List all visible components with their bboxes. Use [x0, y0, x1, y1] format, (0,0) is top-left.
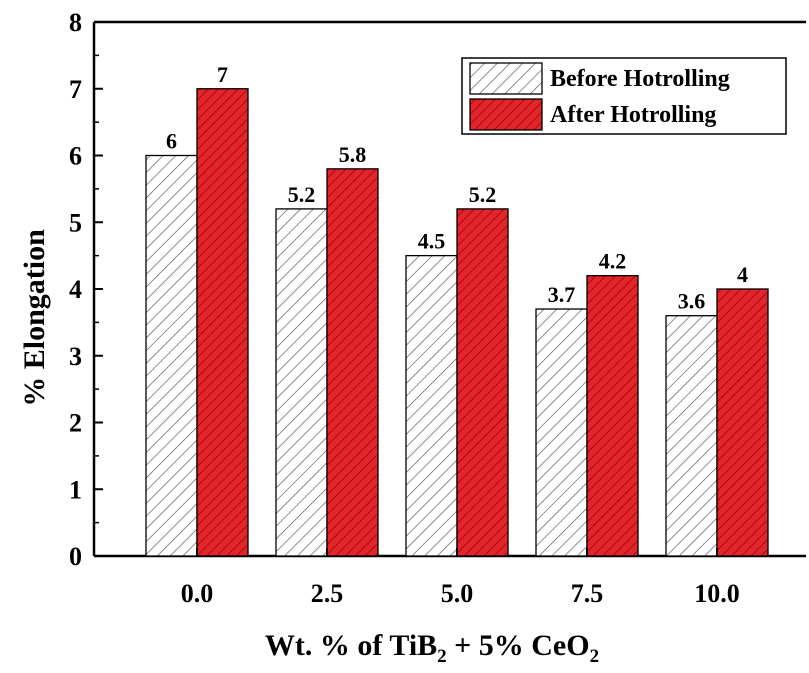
data-label-after-2.5: 5.8 [339, 142, 367, 167]
x-axis-title-subscript2: 2 [590, 646, 600, 667]
bar-before-2.5 [275, 208, 328, 557]
y-axis-ticks: 0 1 2 3 4 5 6 7 8 [69, 8, 103, 571]
x-tick-label: 5.0 [441, 579, 474, 608]
x-axis-title: Wt. % of TiB2 + 5% CeO2 [265, 629, 599, 667]
bar-before-7.5 [535, 308, 588, 557]
y-tick-label: 6 [69, 142, 82, 171]
data-label-after-0.0: 7 [217, 62, 228, 87]
y-tick-label: 4 [69, 275, 82, 304]
x-tick-label: 2.5 [311, 579, 344, 608]
y-tick-label: 8 [69, 8, 82, 37]
y-tick-label: 2 [69, 409, 82, 438]
bar-after-5.0 [456, 208, 509, 557]
data-label-before-7.5: 3.7 [548, 282, 576, 307]
y-axis-title: % Elongation [18, 229, 51, 407]
legend-label-after: After Hotrolling [550, 102, 716, 128]
y-tick-label: 5 [69, 208, 82, 237]
data-label-after-10.0: 4 [737, 262, 748, 287]
data-label-after-5.0: 5.2 [469, 182, 497, 207]
x-tick-label: 0.0 [181, 579, 214, 608]
legend: Before Hotrolling After Hotrolling [461, 57, 787, 135]
bars-group [145, 88, 769, 557]
bar-after-0.0 [196, 88, 249, 557]
x-axis-ticks: 0.0 2.5 5.0 7.5 10.0 [181, 548, 740, 608]
bar-after-7.5 [586, 274, 639, 557]
y-tick-label: 1 [69, 475, 82, 504]
data-label-before-5.0: 4.5 [418, 229, 446, 254]
x-axis-title-part1: Wt. % of TiB [265, 629, 437, 662]
x-axis-title-subscript1: 2 [437, 646, 447, 667]
y-tick-label: 3 [69, 342, 82, 371]
x-tick-label: 10.0 [694, 579, 740, 608]
y-tick-label: 7 [69, 75, 82, 104]
bar-before-5.0 [405, 254, 458, 557]
bar-before-0.0 [145, 154, 198, 557]
legend-swatch-before [469, 62, 543, 95]
data-label-after-7.5: 4.2 [599, 249, 627, 274]
x-tick-label: 7.5 [571, 579, 604, 608]
y-tick-label: 0 [69, 542, 82, 571]
data-labels-group: 6 7 5.2 5.8 4.5 5.2 3.7 4.2 3.6 4 [166, 62, 748, 314]
bar-after-2.5 [326, 168, 379, 557]
x-axis-title-part2: + 5% CeO [447, 629, 590, 662]
data-label-before-2.5: 5.2 [288, 182, 316, 207]
bar-after-10.0 [716, 288, 769, 557]
legend-label-before: Before Hotrolling [550, 66, 730, 92]
data-label-before-0.0: 6 [166, 129, 177, 154]
data-label-before-10.0: 3.6 [678, 289, 706, 314]
bar-before-10.0 [665, 315, 718, 557]
legend-swatch-after [469, 98, 543, 131]
